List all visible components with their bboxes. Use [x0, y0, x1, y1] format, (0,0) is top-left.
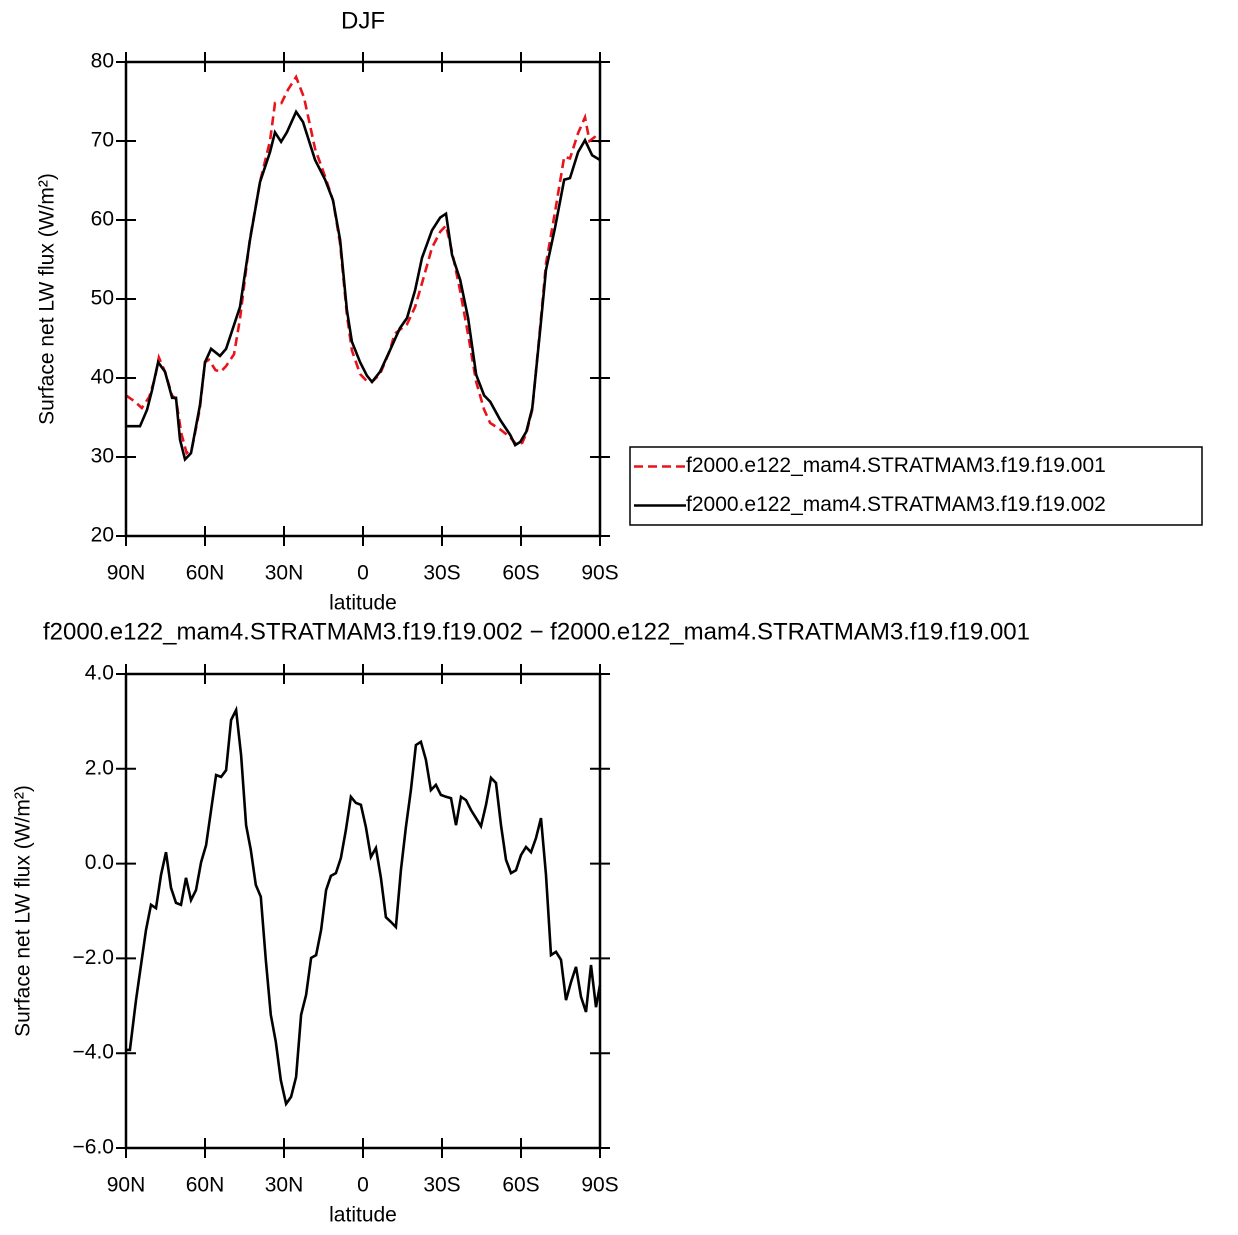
- y-axis-label: Surface net LW flux (W/m²): [12, 785, 35, 1037]
- y-tick-label: 4.0: [85, 662, 114, 685]
- y-tick-label: 30: [91, 445, 114, 468]
- y-tick-label: 40: [91, 366, 114, 389]
- x-tick-label: 0: [357, 562, 369, 585]
- x-tick-label: 90N: [107, 1174, 146, 1197]
- x-tick-label: 60N: [186, 1174, 225, 1197]
- y-tick-label: −4.0: [73, 1041, 114, 1064]
- plot-frame: [124, 60, 602, 538]
- data-line: [126, 705, 602, 1108]
- y-tick-label: 2.0: [85, 756, 114, 779]
- y-tick-label: 50: [91, 287, 114, 310]
- x-tick-label: 30S: [423, 1174, 460, 1197]
- y-tick-label: 20: [91, 524, 114, 547]
- x-tick-label: 30N: [265, 562, 304, 585]
- x-tick-label: 60S: [502, 1174, 539, 1197]
- chart-title: f2000.e122_mam4.STRATMAM3.f19.f19.002 − …: [43, 618, 1030, 645]
- x-tick-label: 0: [357, 1174, 369, 1197]
- legend-label: f2000.e122_mam4.STRATMAM3.f19.f19.002: [686, 493, 1106, 516]
- y-tick-label: 70: [91, 129, 114, 152]
- y-tick-label: 60: [91, 208, 114, 231]
- x-tick-label: 60S: [502, 562, 539, 585]
- chart-title: DJF: [341, 7, 385, 34]
- x-tick-label: 90N: [107, 562, 146, 585]
- x-tick-label: 60N: [186, 562, 225, 585]
- y-tick-label: −2.0: [73, 946, 114, 969]
- legend-label: f2000.e122_mam4.STRATMAM3.f19.f19.001: [686, 454, 1106, 477]
- y-tick-label: 80: [91, 50, 114, 73]
- y-tick-label: −6.0: [73, 1136, 114, 1159]
- x-axis-label: latitude: [329, 1204, 397, 1227]
- x-tick-label: 30N: [265, 1174, 304, 1197]
- x-tick-label: 90S: [581, 1174, 618, 1197]
- x-tick-label: 30S: [423, 562, 460, 585]
- plot-frame: [124, 672, 602, 1150]
- x-axis-label: latitude: [329, 592, 397, 615]
- data-line: [125, 74, 601, 456]
- legend-box: [629, 446, 1203, 526]
- y-tick-label: 0.0: [85, 851, 114, 874]
- data-line: [126, 109, 601, 463]
- y-axis-label: Surface net LW flux (W/m²): [36, 173, 59, 425]
- x-tick-label: 90S: [581, 562, 618, 585]
